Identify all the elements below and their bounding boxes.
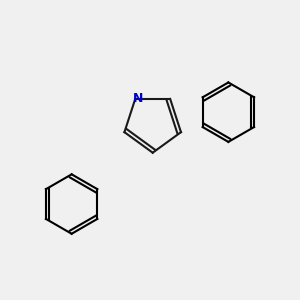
Text: N: N — [133, 92, 143, 105]
